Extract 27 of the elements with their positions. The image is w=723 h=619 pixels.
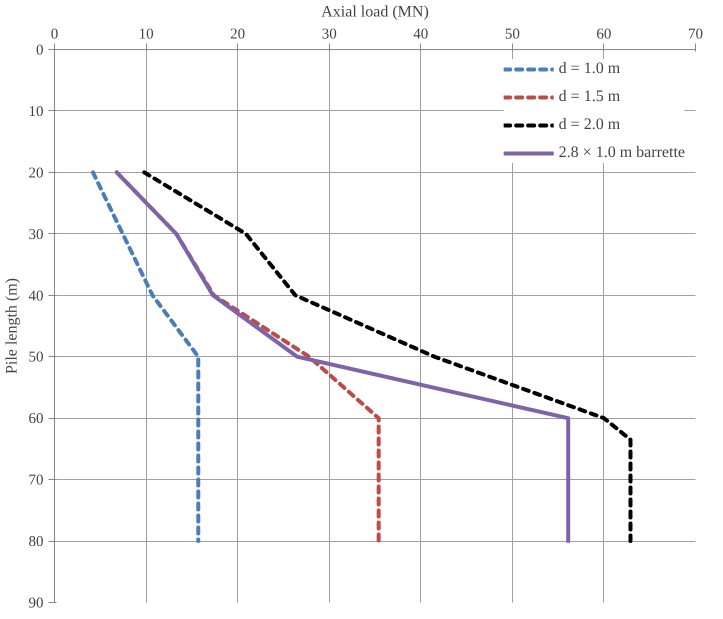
- x-tick-label: 10: [138, 26, 154, 42]
- y-tick-label: 70: [28, 472, 44, 489]
- y-tick-label: 30: [28, 226, 44, 243]
- legend-label: 2.8 × 1.0 m barrette: [558, 144, 685, 162]
- y-tick-label: 60: [28, 411, 44, 428]
- y-tick-label: 80: [28, 534, 44, 550]
- x-tick-label: 60: [596, 26, 612, 42]
- x-tick-label: 40: [413, 26, 428, 42]
- x-tick-label: 30: [322, 26, 337, 42]
- legend-label: d = 2.0 m: [558, 116, 620, 134]
- legend-label: d = 1.0 m: [558, 60, 620, 78]
- x-tick-label: 70: [688, 26, 703, 42]
- x-tick-label: 0: [50, 26, 58, 42]
- x-axis-title: Axial load (MN): [321, 4, 429, 20]
- y-tick-label: 40: [28, 288, 44, 304]
- legend-label: d = 1.5 m: [558, 88, 620, 106]
- line-series: [142, 170, 632, 544]
- line-series: [90, 170, 200, 544]
- y-tick-label: 0: [36, 42, 44, 58]
- y-tick-label: 90: [28, 596, 44, 612]
- y-axis-title: Pile length (m): [4, 278, 20, 374]
- line-series: [114, 170, 570, 544]
- x-tick-label: 50: [504, 26, 520, 42]
- y-tick-label: 20: [28, 165, 44, 182]
- x-tick-label: 20: [230, 26, 246, 42]
- y-tick-label: 50: [28, 350, 44, 366]
- y-tick-label: 10: [28, 104, 44, 120]
